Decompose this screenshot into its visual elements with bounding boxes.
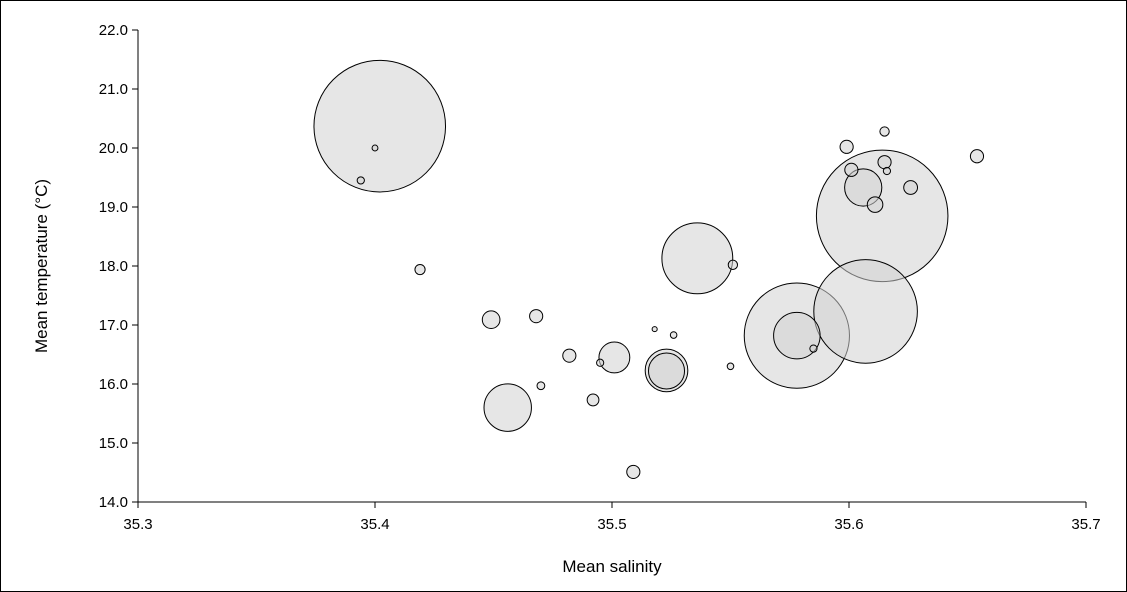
data-point-bubble: [481, 310, 501, 330]
data-point-bubble: [661, 222, 734, 295]
y-tick-label: 21.0: [99, 81, 128, 98]
data-point-bubble: [562, 348, 577, 363]
x-axis-title: Mean salinity: [562, 557, 662, 576]
data-point-bubble: [727, 259, 739, 270]
data-point-bubble: [866, 196, 884, 213]
data-point-bubble: [773, 311, 821, 360]
y-ticks: 14.0 15.0 16.0 17.0 18.0 19.0 20.0 21.0 22.0: [99, 22, 138, 511]
data-point-bubble: [669, 331, 678, 339]
data-point-bubble: [529, 309, 544, 324]
y-tick-label: 14.0: [99, 494, 128, 511]
data-point-bubble: [813, 259, 918, 364]
x-tick-label: 35.6: [834, 516, 863, 533]
data-point-bubble: [414, 263, 426, 276]
y-tick-label: 20.0: [99, 140, 128, 157]
data-point-bubble: [586, 393, 600, 407]
data-point-bubble: [969, 149, 985, 164]
data-point-bubble: [903, 180, 919, 195]
x-tick-label: 35.4: [360, 516, 389, 533]
x-tick-label: 35.5: [597, 516, 626, 533]
y-tick-label: 22.0: [99, 22, 128, 39]
x-tick-label: 35.3: [123, 516, 152, 533]
data-point-bubble: [483, 383, 532, 432]
data-point-bubble: [726, 362, 735, 371]
x-ticks: 35.3 35.4 35.5 35.6 35.7: [123, 502, 1101, 533]
data-point-bubble: [598, 341, 631, 374]
y-tick-label: 15.0: [99, 435, 128, 452]
data-point-bubble: [651, 326, 658, 333]
y-tick-label: 19.0: [99, 199, 128, 216]
data-point-bubble: [839, 139, 854, 154]
bubble-layer: [313, 59, 985, 479]
data-point-bubble: [596, 358, 605, 367]
data-point-bubble: [844, 162, 859, 177]
data-point-bubble: [879, 126, 890, 137]
data-point-bubble: [647, 352, 686, 390]
y-tick-label: 17.0: [99, 317, 128, 334]
data-point-bubble: [371, 144, 379, 152]
y-tick-label: 18.0: [99, 258, 128, 275]
data-point-bubble: [882, 166, 892, 176]
y-tick-label: 16.0: [99, 376, 128, 393]
data-point-bubble: [356, 176, 365, 185]
data-point-bubble: [877, 155, 892, 170]
x-tick-label: 35.7: [1071, 516, 1100, 533]
data-point-bubble: [313, 59, 447, 193]
data-point-bubble: [536, 381, 546, 391]
data-point-bubble: [809, 344, 818, 353]
y-axis-title: Mean temperature (°C): [32, 179, 51, 353]
data-point-bubble: [626, 464, 641, 479]
